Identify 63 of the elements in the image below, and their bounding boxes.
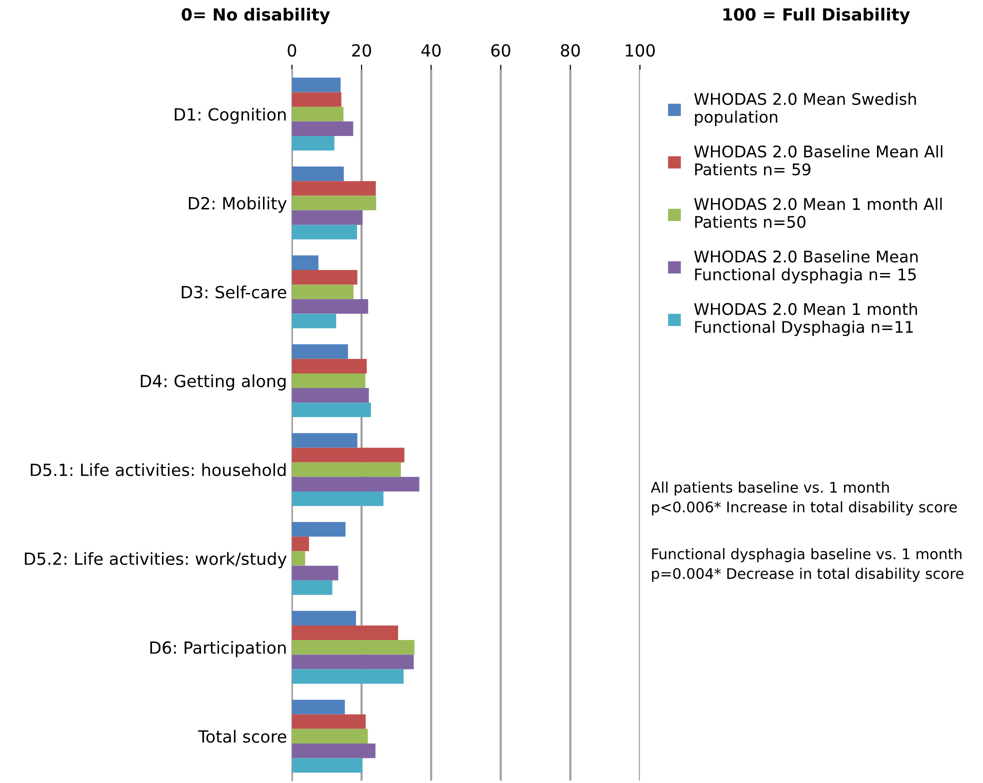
bar [292, 610, 356, 626]
legend-label: WHODAS 2.0 Baseline Mean Functional dysphagia n= 15 [694, 250, 918, 284]
y-tick-label: Total score [198, 730, 286, 743]
bar [292, 640, 414, 655]
bar [292, 566, 338, 580]
bar [292, 654, 414, 670]
bar [292, 669, 404, 684]
bar [292, 284, 354, 300]
bar [292, 358, 367, 374]
legend-label: WHODAS 2.0 Baseline Mean All Patients n= 59 [694, 145, 942, 176]
bar [292, 106, 344, 122]
x-tick-label: 100 [626, 44, 655, 57]
bar [292, 344, 348, 359]
text: All patients baseline vs. 1 month p<0.006* Increase in total disability score [650, 482, 957, 516]
bar [292, 210, 363, 225]
bar [292, 314, 336, 328]
text: Functional dysphagia baseline vs. 1 month p=0.004* Decrease in total disability score [652, 548, 964, 582]
y-tick-label: D4: Getting along [140, 374, 286, 391]
legend-label: WHODAS 2.0 Mean Swedish population [694, 92, 916, 126]
bar [292, 536, 309, 552]
bar [292, 92, 342, 107]
bar [292, 121, 354, 136]
bar [292, 270, 358, 285]
x-tick-label: 80 [560, 44, 580, 57]
bar [292, 714, 366, 729]
bar [292, 491, 384, 506]
legend-label: WHODAS 2.0 Mean 1 month Functional Dysphagia n=11 [694, 302, 917, 336]
y-tick-label: D5.2: Life activities: work/study [24, 552, 287, 568]
bar [292, 551, 306, 566]
bar [292, 522, 346, 537]
y-tick-label: D2: Mobility [188, 196, 287, 213]
bar [292, 78, 341, 92]
bar [292, 448, 404, 462]
bar [292, 181, 376, 196]
bar [292, 700, 345, 714]
bar [292, 255, 318, 270]
bar [292, 744, 376, 758]
y-tick-label: D5.1: Life activities: household [30, 463, 286, 476]
bar [292, 136, 334, 151]
x-tick-label: 60 [491, 44, 510, 57]
text: 100 = Full Disability [723, 8, 910, 24]
text: 0= No disability [182, 8, 330, 24]
bar [292, 373, 366, 388]
x-tick-label: 0 [288, 44, 296, 57]
y-tick-label: D3: Self-care [182, 286, 286, 298]
bar [292, 224, 358, 240]
bar [292, 758, 362, 773]
bar [292, 402, 371, 418]
bar [292, 462, 401, 477]
bar [292, 476, 420, 492]
bar [292, 580, 332, 595]
x-tick-label: 40 [421, 44, 441, 57]
x-tick-label: 20 [352, 44, 372, 57]
bar [292, 299, 368, 314]
bar [292, 166, 344, 182]
y-tick-label: D1: Cognition [174, 108, 286, 124]
bar [292, 196, 376, 210]
legend-label: WHODAS 2.0 Mean 1 month All Patients n=50 [694, 198, 942, 228]
bar [292, 625, 398, 640]
y-tick-label: D6: Participation [150, 641, 286, 658]
bar [292, 388, 369, 403]
bar [292, 433, 358, 448]
bar [292, 728, 368, 744]
